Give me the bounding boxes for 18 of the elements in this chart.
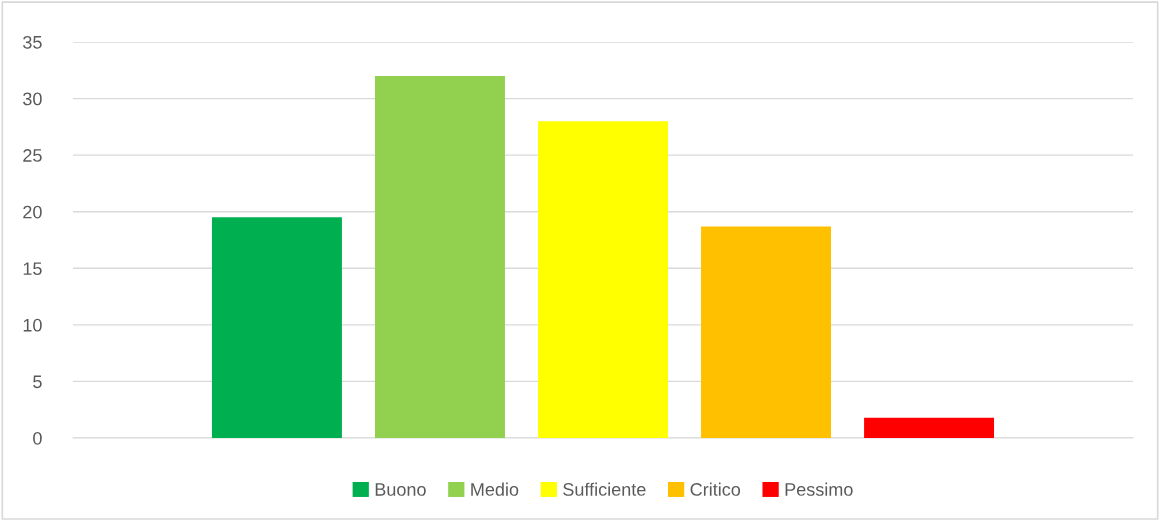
bar: [701, 226, 832, 438]
y-tick-label: 15: [23, 262, 42, 276]
legend-label: Critico: [690, 482, 741, 496]
bar: [538, 121, 668, 438]
legend-label: Medio: [471, 482, 519, 496]
bar: [374, 75, 505, 438]
y-tick-label: 10: [23, 318, 42, 332]
bar: [864, 417, 995, 438]
legend-label: Buono: [375, 483, 426, 496]
y-tick-label: 20: [23, 205, 42, 219]
y-tick-label: 0: [33, 431, 42, 445]
legend-label: Sufficiente: [563, 482, 646, 496]
y-tick-label: 35: [23, 35, 42, 49]
y-tick-label: 25: [23, 149, 42, 162]
legend-label: Pessimo: [785, 482, 853, 496]
bar: [211, 217, 342, 438]
y-tick-label: 5: [33, 375, 42, 389]
y-tick-label: 30: [23, 92, 42, 106]
